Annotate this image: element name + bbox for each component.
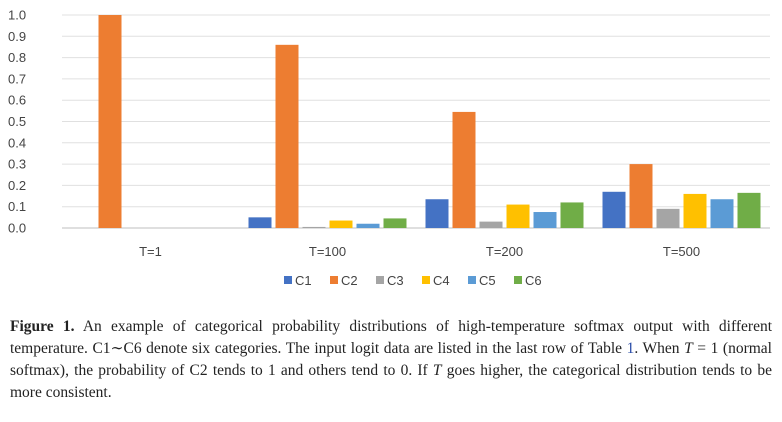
bar-c4-t100	[329, 220, 353, 228]
legend-label-c1: C1	[295, 273, 312, 288]
bar-chart: 0.00.10.20.30.40.50.60.70.80.91.0 T=1 T=1…	[8, 8, 770, 288]
y-axis-tick-labels: 0.0 0.1 0.2 0.3 0.4 0.5 0.6 0.7 0.8 0.9 1.0	[8, 8, 26, 236]
bar-c1-t500	[602, 191, 626, 228]
bar-c3-t500	[656, 208, 680, 228]
x-tick-label: T=200	[486, 244, 523, 259]
bar-c3-t100	[302, 226, 326, 228]
figure-caption: Figure 1. An example of categorical prob…	[10, 316, 772, 404]
bar-c1-t200	[425, 199, 449, 228]
y-tick-label: 1.0	[8, 8, 26, 23]
x-axis-tick-labels: T=1 T=100 T=200 T=500	[139, 244, 700, 259]
table-reference-link[interactable]: 1	[626, 340, 635, 357]
legend-swatch-c2	[330, 276, 338, 284]
bar-c5-t500	[710, 199, 734, 228]
bar-c4-t500	[683, 193, 707, 228]
caption-equation-text: = 1 (normal softmax), the probability of…	[10, 340, 772, 379]
temperature-symbol: T	[684, 340, 693, 357]
y-tick-label: 0.5	[8, 114, 26, 129]
bar-c2-t500	[629, 164, 653, 228]
x-tick-label: T=500	[663, 244, 700, 259]
legend-label-c5: C5	[479, 273, 496, 288]
bar-c2-t1	[98, 15, 122, 228]
x-tick-label: T=100	[309, 244, 346, 259]
y-tick-label: 0.8	[8, 50, 26, 65]
bar-c6-t200	[560, 202, 584, 228]
legend-swatch-c4	[422, 276, 430, 284]
bar-c1-t100	[248, 217, 272, 228]
bar-c6-t100	[383, 218, 407, 228]
legend-label-c3: C3	[387, 273, 404, 288]
legend-label-c4: C4	[433, 273, 450, 288]
bars	[98, 15, 761, 228]
bar-c3-t200	[479, 221, 503, 228]
bar-c2-t100	[275, 44, 299, 228]
y-tick-label: 0.7	[8, 71, 26, 86]
bar-c2-t200	[452, 111, 476, 228]
caption-text-1: An example of categorical probability di…	[10, 318, 773, 357]
y-tick-label: 0.0	[8, 221, 26, 236]
gridlines	[62, 14, 770, 229]
y-tick-label: 0.1	[8, 199, 26, 214]
y-tick-label: 0.9	[8, 29, 26, 44]
legend: C1 C2 C3 C4 C5 C6	[284, 273, 542, 288]
caption-text-3: goes higher, the categorical distributio…	[10, 362, 772, 401]
legend-swatch-c3	[376, 276, 384, 284]
legend-label-c2: C2	[341, 273, 358, 288]
bar-c5-t100	[356, 223, 380, 228]
x-tick-label: T=1	[139, 244, 162, 259]
legend-swatch-c5	[468, 276, 476, 284]
caption-label: Figure 1.	[10, 318, 75, 335]
y-tick-label: 0.6	[8, 93, 26, 108]
bar-c6-t500	[737, 192, 761, 228]
caption-text-2: . When	[634, 340, 685, 357]
y-tick-label: 0.2	[8, 178, 26, 193]
legend-label-c6: C6	[525, 273, 542, 288]
temperature-symbol: T	[432, 362, 442, 379]
y-tick-label: 0.4	[8, 135, 26, 150]
legend-swatch-c1	[284, 276, 292, 284]
y-tick-label: 0.3	[8, 157, 26, 172]
bar-c5-t200	[533, 212, 557, 228]
legend-swatch-c6	[514, 276, 522, 284]
bar-c4-t200	[506, 204, 530, 228]
